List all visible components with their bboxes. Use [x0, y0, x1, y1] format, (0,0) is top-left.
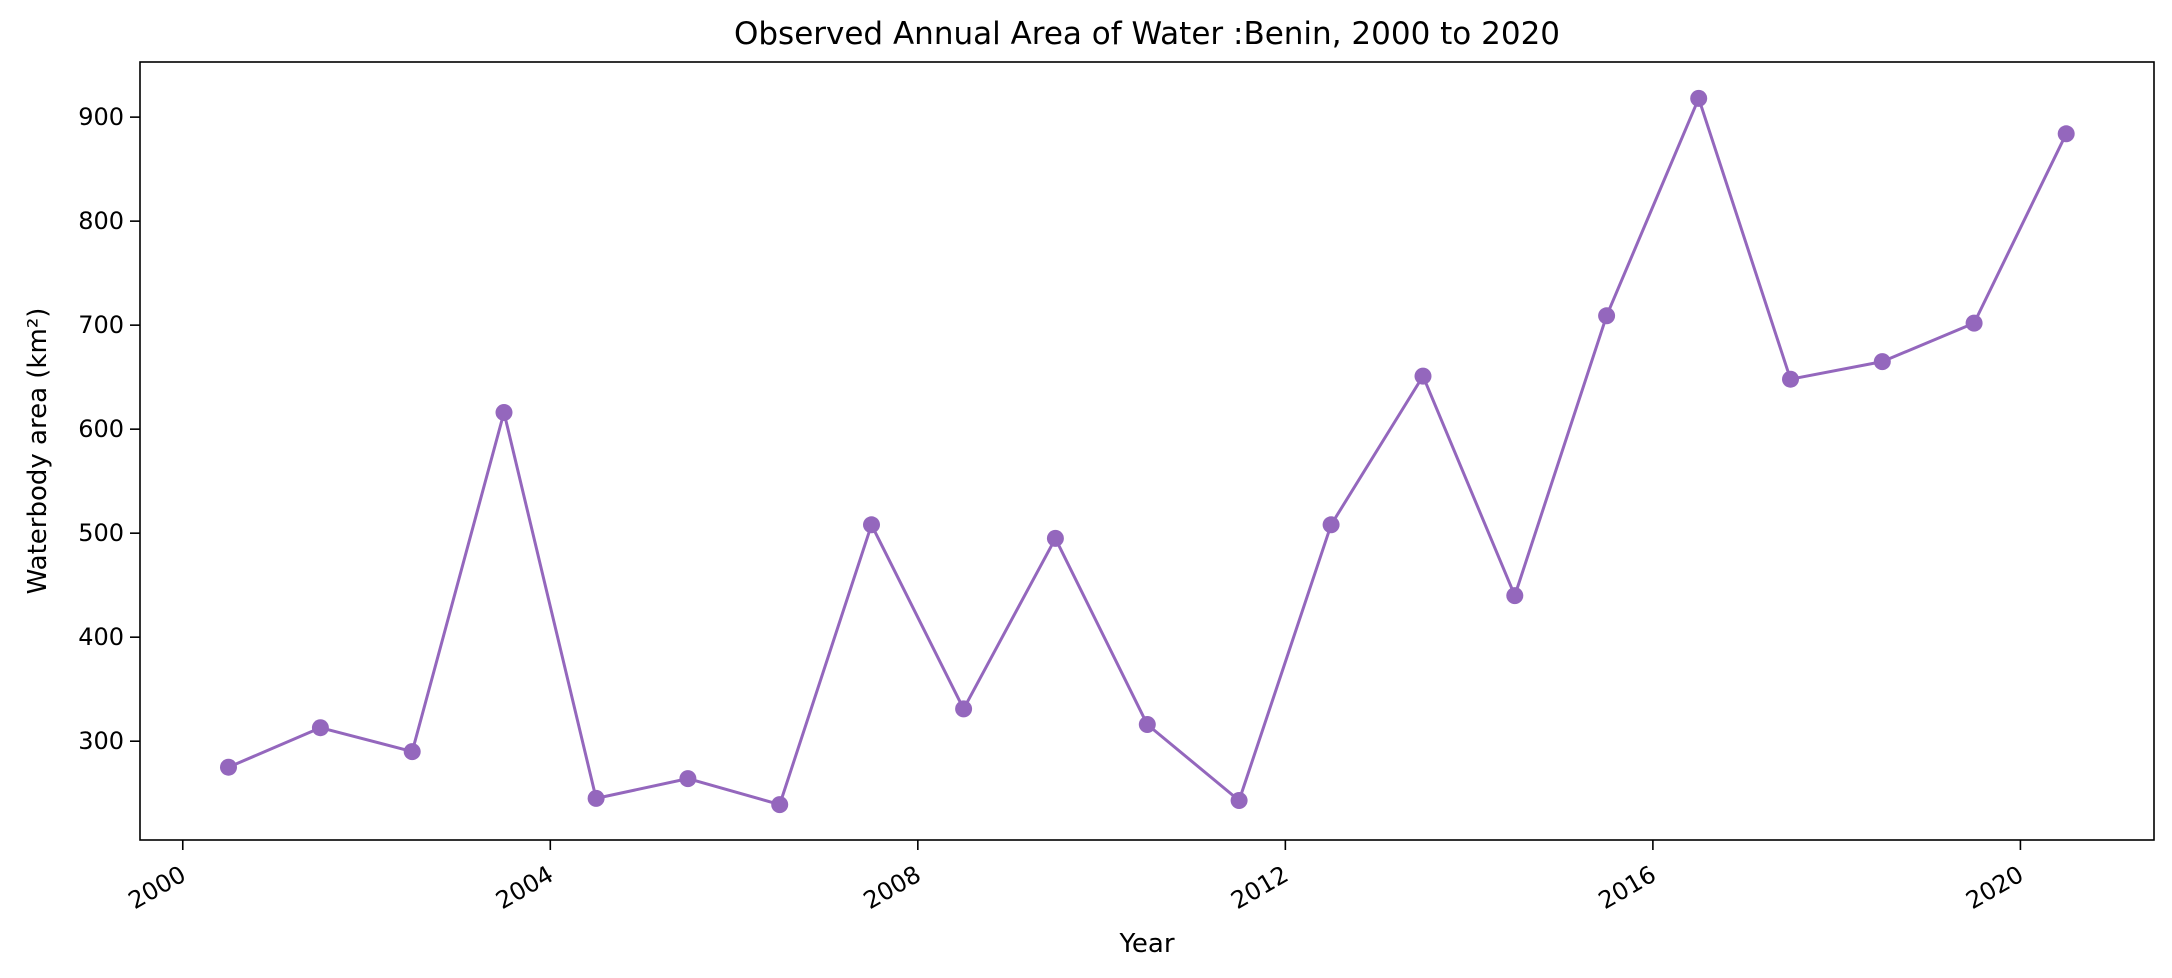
y-axis: 300 400 500 600 700 800 900 — [78, 103, 140, 755]
data-point — [403, 743, 421, 761]
y-tick-label: 700 — [78, 311, 124, 339]
x-tick-label: 2004 — [491, 860, 558, 915]
data-point — [1873, 353, 1891, 371]
data-point — [771, 796, 789, 814]
data-point — [1414, 367, 1432, 385]
x-tick-label: 2000 — [124, 860, 191, 915]
chart-title: Observed Annual Area of Water :Benin, 20… — [734, 16, 1560, 52]
x-tick-label: 2020 — [1961, 860, 2028, 915]
y-tick-label: 800 — [78, 207, 124, 235]
data-point — [955, 700, 973, 718]
data-series — [220, 89, 2075, 814]
data-point — [1230, 792, 1248, 809]
x-axis: 2000 2004 2008 2012 2016 2020 — [124, 840, 2028, 915]
data-point — [1138, 716, 1156, 733]
y-tick-label: 900 — [78, 103, 124, 131]
y-tick-label: 500 — [78, 519, 124, 547]
y-axis-label: Waterbody area (km²) — [23, 308, 53, 595]
data-point — [1506, 587, 1524, 605]
data-point — [587, 789, 605, 807]
plot-area — [139, 61, 2155, 841]
data-point — [495, 404, 513, 421]
x-tick-label: 2016 — [1594, 860, 1661, 915]
data-point — [1322, 516, 1340, 534]
series-line — [227, 96, 2068, 807]
data-point — [863, 516, 880, 534]
y-tick-label: 400 — [78, 623, 124, 651]
data-point — [1690, 89, 1708, 107]
data-point — [220, 758, 237, 776]
y-tick-label: 300 — [78, 727, 124, 755]
data-point — [2057, 125, 2075, 143]
data-point — [311, 719, 329, 737]
x-axis-label: Year — [1118, 929, 1174, 959]
data-point — [1598, 307, 1616, 325]
x-tick-label: 2008 — [859, 860, 926, 915]
data-point — [1046, 529, 1064, 547]
x-tick-label: 2012 — [1226, 860, 1293, 915]
data-point — [1965, 314, 1983, 332]
data-point — [1782, 370, 1799, 388]
y-tick-label: 600 — [78, 415, 124, 443]
data-point — [679, 770, 697, 788]
